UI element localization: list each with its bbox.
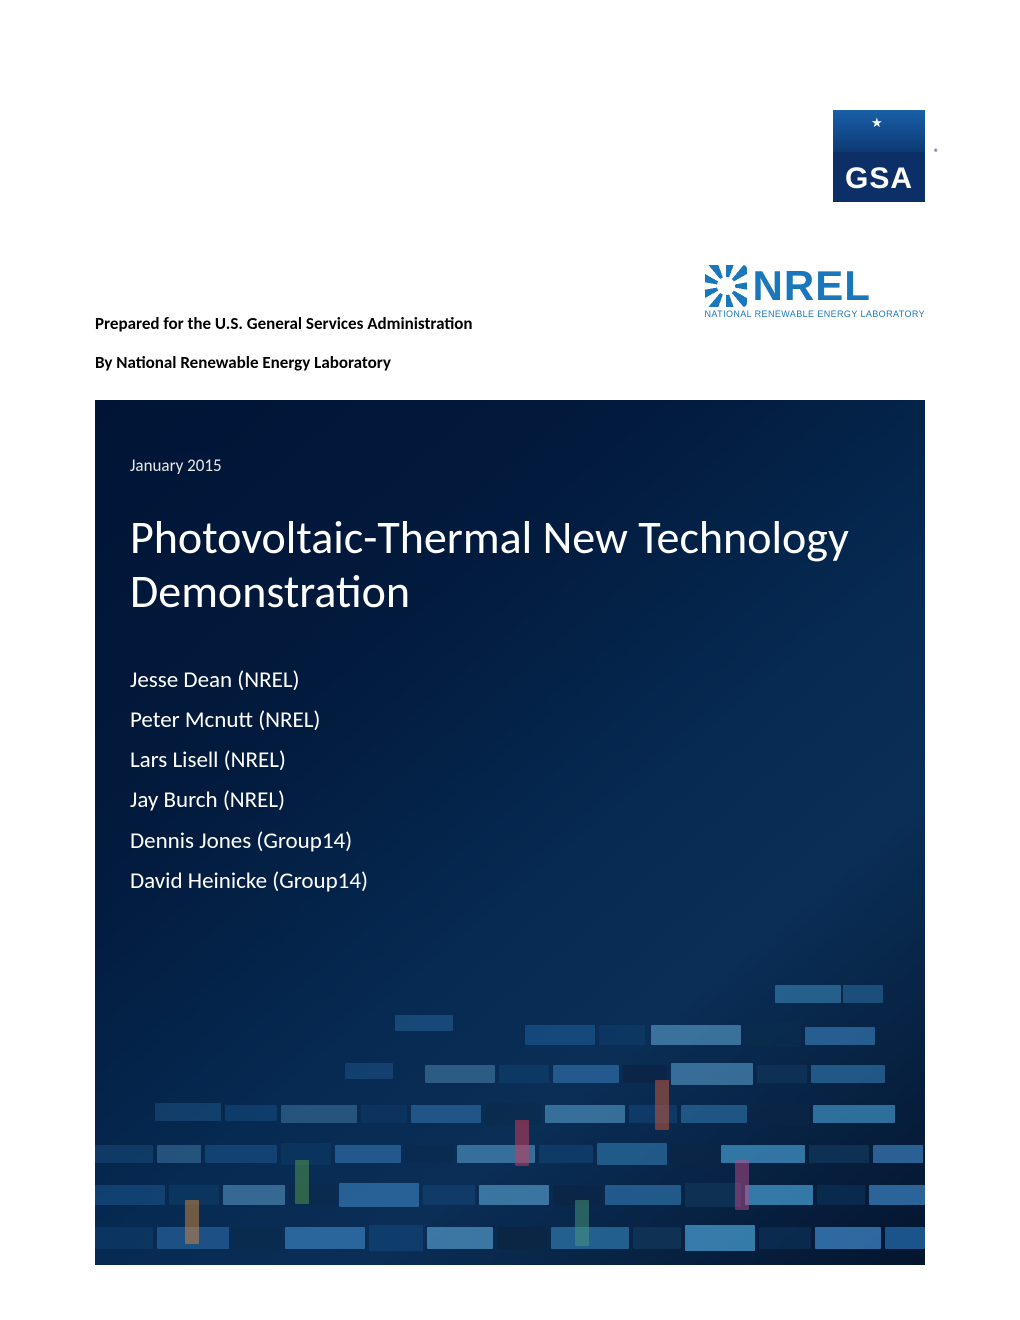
author: Peter Mcnutt (NREL) bbox=[130, 700, 890, 740]
author: Jay Burch (NREL) bbox=[130, 780, 890, 820]
prepared-for-line: Prepared for the U.S. General Services A… bbox=[95, 313, 473, 334]
preparation-block: Prepared for the U.S. General Services A… bbox=[95, 313, 473, 391]
publication-date: January 2015 bbox=[130, 455, 890, 476]
author: Jesse Dean (NREL) bbox=[130, 660, 890, 700]
document-title: Photovoltaic-Thermal New Technology Demo… bbox=[130, 511, 890, 620]
author: David Heinicke (Group14) bbox=[130, 861, 890, 901]
cover-panel: January 2015 Photovoltaic-Thermal New Te… bbox=[95, 400, 925, 1265]
author-list: Jesse Dean (NREL) Peter Mcnutt (NREL) La… bbox=[130, 660, 890, 902]
gsa-star-icon: ★ bbox=[871, 116, 883, 131]
by-line: By National Renewable Energy Laboratory bbox=[95, 352, 473, 373]
gsa-logo-text: GSA bbox=[833, 162, 925, 196]
nrel-sun-icon bbox=[705, 265, 747, 307]
nrel-logo: NREL NATIONAL RENEWABLE ENERGY LABORATOR… bbox=[705, 265, 925, 319]
author: Dennis Jones (Group14) bbox=[130, 821, 890, 861]
gsa-registered-icon: ® bbox=[934, 146, 939, 159]
nrel-logo-subtitle: NATIONAL RENEWABLE ENERGY LABORATORY bbox=[705, 309, 925, 319]
mosaic-decoration bbox=[95, 985, 925, 1265]
gsa-logo-box: ★ GSA bbox=[833, 110, 925, 202]
nrel-logo-text: NREL bbox=[753, 265, 871, 307]
author: Lars Lisell (NREL) bbox=[130, 740, 890, 780]
gsa-logo: ★ GSA ® bbox=[833, 110, 925, 202]
